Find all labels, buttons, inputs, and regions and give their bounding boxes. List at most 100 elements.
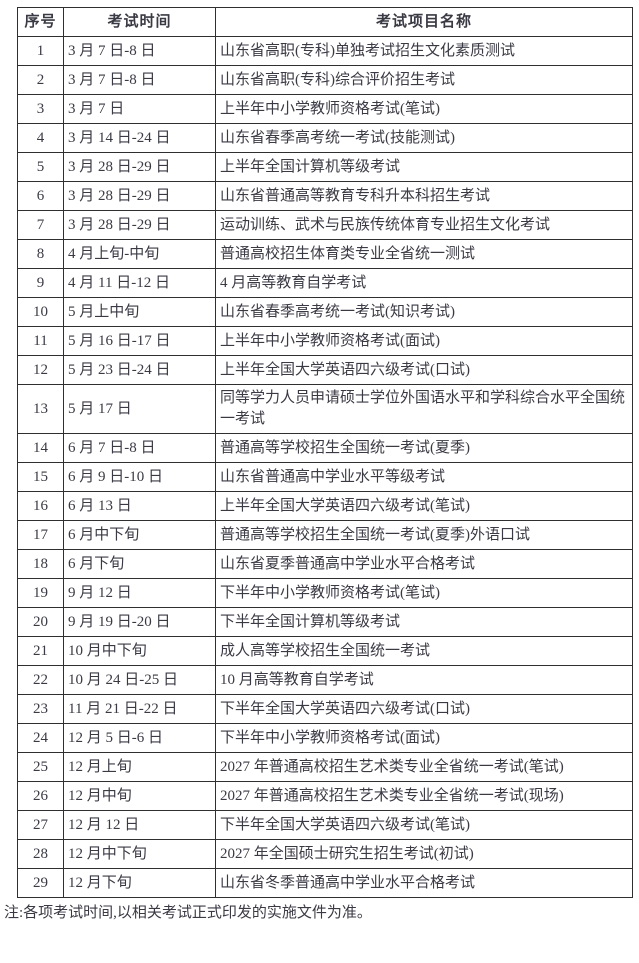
- exam-name-cell: 下半年全国大学英语四六级考试(笔试): [215, 810, 633, 840]
- exam-time-cell: 9 月 12 日: [63, 578, 216, 608]
- row-number-cell: 19: [17, 578, 64, 608]
- exam-name-cell: 下半年全国计算机等级考试: [215, 607, 633, 637]
- exam-name-cell: 山东省普通高中学业水平等级考试: [215, 462, 633, 492]
- row-number-cell: 24: [17, 723, 64, 753]
- row-number-cell: 23: [17, 694, 64, 724]
- exam-name-cell: 下半年中小学教师资格考试(笔试): [215, 578, 633, 608]
- exam-time-cell: 12 月上旬: [63, 752, 216, 782]
- row-number-cell: 3: [17, 94, 64, 124]
- header-exam-name: 考试项目名称: [215, 7, 633, 37]
- exam-name-cell: 上半年中小学教师资格考试(笔试): [215, 94, 633, 124]
- exam-name-cell: 运动训练、武术与民族传统体育专业招生文化考试: [215, 210, 633, 240]
- row-number-cell: 28: [17, 839, 64, 869]
- table-row: 29 12 月下旬 山东省冬季普通高中学业水平合格考试: [17, 868, 633, 898]
- exam-time-cell: 4 月上旬-中旬: [63, 239, 216, 269]
- table-row: 16 6 月 13 日上半年全国大学英语四六级考试(笔试): [17, 491, 633, 521]
- exam-time-cell: 3 月 28 日-29 日: [63, 152, 216, 182]
- exam-name-cell: 下半年全国大学英语四六级考试(口试): [215, 694, 633, 724]
- exam-time-cell: 5 月 17 日: [63, 384, 216, 434]
- exam-name-cell: 同等学力人员申请硕士学位外国语水平和学科综合水平全国统一考试: [215, 384, 633, 434]
- exam-time-cell: 5 月 16 日-17 日: [63, 326, 216, 356]
- exam-time-cell: 10 月中下旬: [63, 636, 216, 666]
- exam-name-cell: 山东省夏季普通高中学业水平合格考试: [215, 549, 633, 579]
- row-number-cell: 1: [17, 36, 64, 66]
- table-row: 21 10 月中下旬 成人高等学校招生全国统一考试: [17, 636, 633, 666]
- row-number-cell: 26: [17, 781, 64, 811]
- exam-time-cell: 6 月中下旬: [63, 520, 216, 550]
- header-exam-time: 考试时间: [63, 7, 216, 37]
- exam-time-cell: 11 月 21 日-22 日: [63, 694, 216, 724]
- exam-time-cell: 3 月 14 日-24 日: [63, 123, 216, 153]
- exam-name-cell: 10 月高等教育自学考试: [215, 665, 633, 695]
- row-number-cell: 10: [17, 297, 64, 327]
- exam-name-cell: 上半年中小学教师资格考试(面试): [215, 326, 633, 356]
- row-number-cell: 29: [17, 868, 64, 898]
- exam-time-cell: 12 月中旬: [63, 781, 216, 811]
- exam-name-cell: 4 月高等教育自学考试: [215, 268, 633, 298]
- exam-time-cell: 10 月 24 日-25 日: [63, 665, 216, 695]
- row-number-cell: 6: [17, 181, 64, 211]
- table-row: 10 5 月上中旬 山东省春季高考统一考试(知识考试): [17, 297, 633, 327]
- exam-time-cell: 12 月中下旬: [63, 839, 216, 869]
- header-serial-number: 序号: [17, 7, 64, 37]
- exam-name-cell: 下半年中小学教师资格考试(面试): [215, 723, 633, 753]
- table-row: 24 12 月 5 日-6 日下半年中小学教师资格考试(面试): [17, 723, 633, 753]
- row-number-cell: 11: [17, 326, 64, 356]
- table-row: 28 12 月中下旬 2027 年全国硕士研究生招生考试(初试): [17, 839, 633, 869]
- exam-name-cell: 山东省普通高等教育专科升本科招生考试: [215, 181, 633, 211]
- row-number-cell: 5: [17, 152, 64, 182]
- table-row: 23 11 月 21 日-22 日下半年全国大学英语四六级考试(口试): [17, 694, 633, 724]
- exam-time-cell: 6 月下旬: [63, 549, 216, 579]
- table-row: 19 9 月 12 日下半年中小学教师资格考试(笔试): [17, 578, 633, 608]
- row-number-cell: 22: [17, 665, 64, 695]
- exam-name-cell: 成人高等学校招生全国统一考试: [215, 636, 633, 666]
- row-number-cell: 7: [17, 210, 64, 240]
- exam-time-cell: 6 月 13 日: [63, 491, 216, 521]
- table-row: 18 6 月下旬 山东省夏季普通高中学业水平合格考试: [17, 549, 633, 579]
- exam-time-cell: 4 月 11 日-12 日: [63, 268, 216, 298]
- exam-time-cell: 12 月 12 日: [63, 810, 216, 840]
- exam-name-cell: 山东省高职(专科)单独考试招生文化素质测试: [215, 36, 633, 66]
- exam-name-cell: 山东省冬季普通高中学业水平合格考试: [215, 868, 633, 898]
- table-row: 11 5 月 16 日-17 日上半年中小学教师资格考试(面试): [17, 326, 633, 356]
- exam-time-cell: 6 月 7 日-8 日: [63, 433, 216, 463]
- exam-name-cell: 普通高等学校招生全国统一考试(夏季)外语口试: [215, 520, 633, 550]
- table-row: 20 9 月 19 日-20 日下半年全国计算机等级考试: [17, 607, 633, 637]
- exam-name-cell: 山东省春季高考统一考试(知识考试): [215, 297, 633, 327]
- table-row: 25 12 月上旬 2027 年普通高校招生艺术类专业全省统一考试(笔试): [17, 752, 633, 782]
- exam-time-cell: 3 月 7 日-8 日: [63, 65, 216, 95]
- table-row: 27 12 月 12 日下半年全国大学英语四六级考试(笔试): [17, 810, 633, 840]
- exam-name-cell: 普通高等学校招生全国统一考试(夏季): [215, 433, 633, 463]
- table-row: 15 6 月 9 日-10 日山东省普通高中学业水平等级考试: [17, 462, 633, 492]
- row-number-cell: 15: [17, 462, 64, 492]
- exam-time-cell: 3 月 28 日-29 日: [63, 181, 216, 211]
- exam-time-cell: 3 月 7 日: [63, 94, 216, 124]
- row-number-cell: 12: [17, 355, 64, 385]
- row-number-cell: 13: [17, 384, 64, 434]
- table-row: 17 6 月中下旬 普通高等学校招生全国统一考试(夏季)外语口试: [17, 520, 633, 550]
- row-number-cell: 18: [17, 549, 64, 579]
- exam-name-cell: 2027 年普通高校招生艺术类专业全省统一考试(笔试): [215, 752, 633, 782]
- row-number-cell: 21: [17, 636, 64, 666]
- row-number-cell: 14: [17, 433, 64, 463]
- row-number-cell: 16: [17, 491, 64, 521]
- exam-time-cell: 5 月 23 日-24 日: [63, 355, 216, 385]
- row-number-cell: 20: [17, 607, 64, 637]
- exam-time-cell: 3 月 28 日-29 日: [63, 210, 216, 240]
- row-number-cell: 17: [17, 520, 64, 550]
- exam-name-cell: 上半年全国大学英语四六级考试(口试): [215, 355, 633, 385]
- exam-time-cell: 3 月 7 日-8 日: [63, 36, 216, 66]
- row-number-cell: 25: [17, 752, 64, 782]
- table-row: 14 6 月 7 日-8 日普通高等学校招生全国统一考试(夏季): [17, 433, 633, 463]
- exam-name-cell: 普通高校招生体育类专业全省统一测试: [215, 239, 633, 269]
- footnote: 注:各项考试时间,以相关考试正式印发的实施文件为准。: [4, 905, 372, 921]
- exam-name-cell: 上半年全国大学英语四六级考试(笔试): [215, 491, 633, 521]
